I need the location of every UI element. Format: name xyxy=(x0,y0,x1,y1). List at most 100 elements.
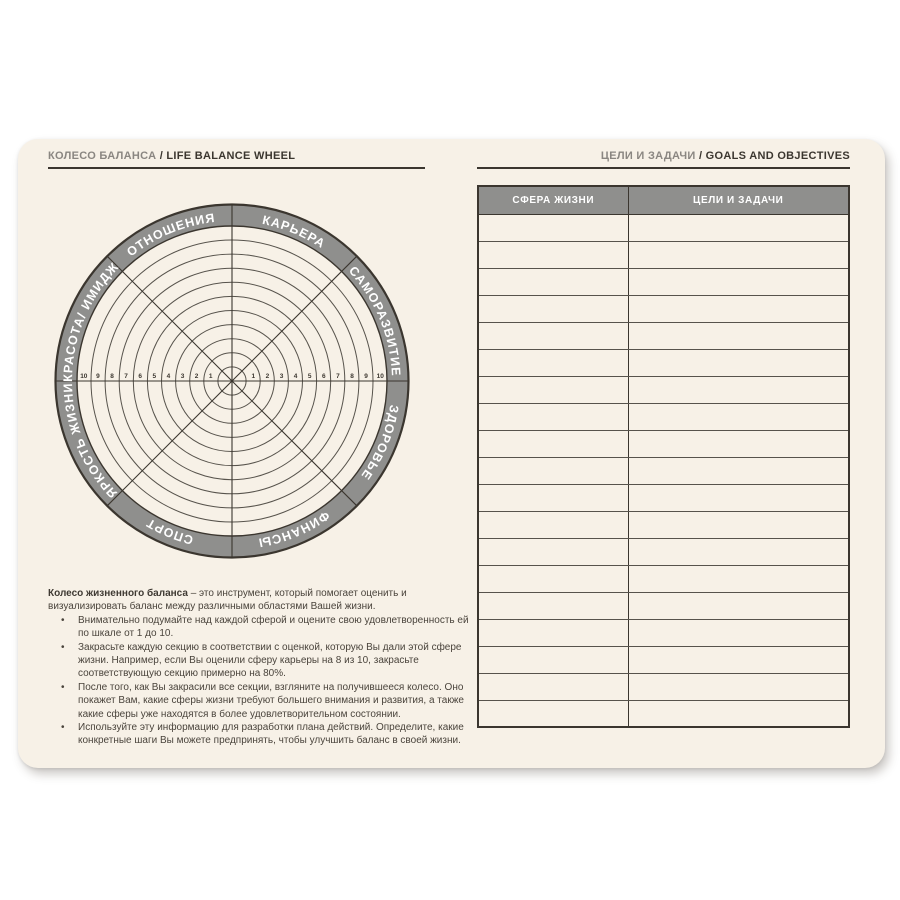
goals-table-row xyxy=(477,267,850,296)
cell-life-sphere xyxy=(477,483,629,512)
cell-life-sphere xyxy=(477,402,629,431)
instruction-item: Внимательно подумайте над каждой сферой … xyxy=(48,614,476,641)
instructions-intro-term: Колесо жизненного баланса xyxy=(48,588,188,599)
cell-goals xyxy=(627,456,850,485)
cell-goals xyxy=(627,672,850,701)
wheel-sector-divider xyxy=(231,380,358,507)
cell-life-sphere xyxy=(477,672,629,701)
goals-table-row xyxy=(477,348,850,377)
cell-life-sphere xyxy=(477,267,629,296)
wheel-scale-number: 6 xyxy=(138,373,142,380)
wheel-sector-divider xyxy=(106,255,233,382)
wheel-scale-number: 8 xyxy=(110,373,114,380)
cell-life-sphere xyxy=(477,213,629,242)
wheel-scale-number: 3 xyxy=(280,373,284,380)
wheel-scale-number: 9 xyxy=(96,373,100,380)
cell-goals xyxy=(627,402,850,431)
cell-life-sphere xyxy=(477,294,629,323)
wheel-scale-number: 10 xyxy=(377,373,385,380)
wheel-sector-divider xyxy=(231,255,358,382)
wheel-scale-number: 9 xyxy=(364,373,368,380)
left-header-ru: КОЛЕСО БАЛАНСА xyxy=(48,150,160,162)
cell-life-sphere xyxy=(477,510,629,539)
cell-goals xyxy=(627,375,850,404)
left-page-header: КОЛЕСО БАЛАНСА / LIFE BALANCE WHEEL xyxy=(48,150,425,169)
wheel-scale-numbers: 1 1 2 2 3 3 4 4 5 5 6 6 7 7 8 8 9 9 10 10 xyxy=(80,373,384,380)
cell-life-sphere xyxy=(477,456,629,485)
goals-table-row xyxy=(477,321,850,350)
column-header-goals: ЦЕЛИ И ЗАДАЧИ xyxy=(627,185,850,215)
left-header-en: / LIFE BALANCE WHEEL xyxy=(159,150,296,162)
instruction-item: Закрасьте каждую секцию в соответствии с… xyxy=(48,641,476,681)
cell-life-sphere xyxy=(477,618,629,647)
cell-goals xyxy=(627,645,850,674)
cell-goals xyxy=(627,321,850,350)
goals-table-row xyxy=(477,564,850,593)
goals-table-row xyxy=(477,375,850,404)
cell-goals xyxy=(627,510,850,539)
right-header-ru: ЦЕЛИ И ЗАДАЧИ xyxy=(600,150,699,162)
cell-goals xyxy=(627,213,850,242)
goals-table-body xyxy=(477,213,850,728)
wheel-scale-number: 1 xyxy=(251,373,255,380)
wheel-scale-number: 4 xyxy=(167,373,171,380)
instructions-intro-text: – это инструмент, который помогает оцени… xyxy=(48,588,407,613)
wheel-scale-number: 4 xyxy=(294,373,298,380)
instructions-intro: Колесо жизненного баланса – это инструме… xyxy=(48,587,476,614)
wheel-sector-dividers xyxy=(55,204,409,558)
wheel-scale-number: 7 xyxy=(124,373,128,380)
cell-life-sphere xyxy=(477,348,629,377)
column-header-life-sphere: СФЕРА ЖИЗНИ xyxy=(477,185,629,215)
cell-life-sphere xyxy=(477,375,629,404)
planner-spread: КОЛЕСО БАЛАНСА / LIFE BALANCE WHEEL ЦЕЛИ… xyxy=(18,139,885,768)
cell-goals xyxy=(627,267,850,296)
goals-table-row xyxy=(477,483,850,512)
wheel-scale-number: 2 xyxy=(195,373,199,380)
cell-goals xyxy=(627,483,850,512)
cell-goals xyxy=(627,294,850,323)
goals-table-row xyxy=(477,618,850,647)
cell-goals xyxy=(627,564,850,593)
goals-table-row xyxy=(477,510,850,539)
cell-goals xyxy=(627,348,850,377)
life-balance-wheel: 1 12 23 34 45 56 67 78 89 910 10 КАРЬЕРА САМОРАЗВИ… xyxy=(54,203,410,559)
goals-table-row xyxy=(477,699,850,728)
goals-table-row xyxy=(477,645,850,674)
goals-table-row xyxy=(477,537,850,566)
cell-life-sphere xyxy=(477,321,629,350)
goals-table-row xyxy=(477,672,850,701)
goals-table-row xyxy=(477,429,850,458)
wheel-scale-number: 6 xyxy=(322,373,326,380)
goals-table-row xyxy=(477,294,850,323)
cell-goals xyxy=(627,618,850,647)
cell-life-sphere xyxy=(477,564,629,593)
wheel-scale-number: 1 xyxy=(209,373,213,380)
cell-life-sphere xyxy=(477,645,629,674)
instructions-list: Внимательно подумайте над каждой сферой … xyxy=(48,614,476,748)
cell-life-sphere xyxy=(477,699,629,728)
right-page-header: ЦЕЛИ И ЗАДАЧИ / GOALS AND OBJECTIVES xyxy=(477,150,850,169)
goals-table-header-row: СФЕРА ЖИЗНИ ЦЕЛИ И ЗАДАЧИ xyxy=(477,185,850,215)
wheel-scale-number: 10 xyxy=(80,373,88,380)
cell-goals xyxy=(627,240,850,269)
goals-table-row xyxy=(477,591,850,620)
goals-table: СФЕРА ЖИЗНИ ЦЕЛИ И ЗАДАЧИ xyxy=(477,185,850,728)
right-header-en: / GOALS AND OBJECTIVES xyxy=(698,150,850,162)
cell-goals xyxy=(627,699,850,728)
goals-table-row xyxy=(477,402,850,431)
wheel-scale-number: 3 xyxy=(181,373,185,380)
cell-life-sphere xyxy=(477,240,629,269)
goals-table-row xyxy=(477,213,850,242)
cell-goals xyxy=(627,591,850,620)
cell-life-sphere xyxy=(477,537,629,566)
wheel-sector-divider xyxy=(106,380,233,507)
wheel-scale-number: 5 xyxy=(152,373,156,380)
wheel-scale-number: 7 xyxy=(336,373,340,380)
wheel-scale-number: 2 xyxy=(266,373,270,380)
instruction-item: После того, как Вы закрасили все секции,… xyxy=(48,681,476,721)
wheel-scale-number: 5 xyxy=(308,373,312,380)
cell-goals xyxy=(627,537,850,566)
wheel-scale-number: 8 xyxy=(350,373,354,380)
cell-goals xyxy=(627,429,850,458)
